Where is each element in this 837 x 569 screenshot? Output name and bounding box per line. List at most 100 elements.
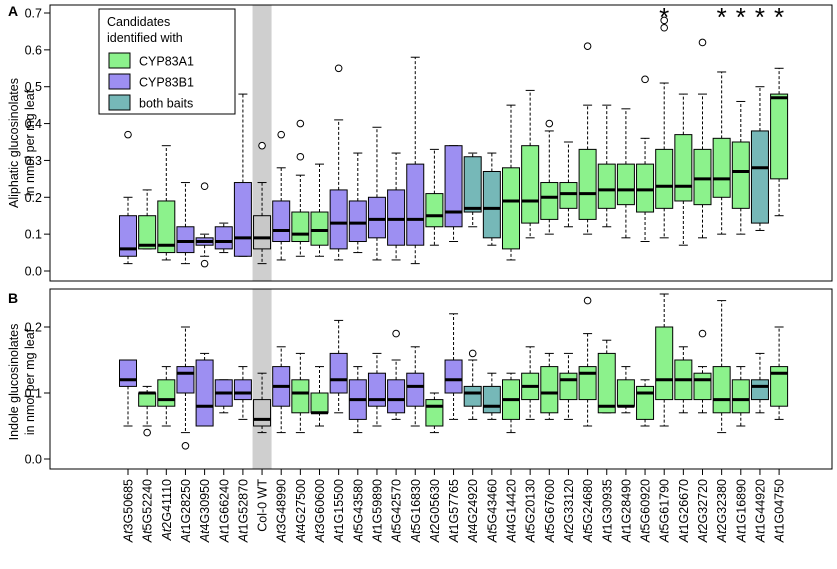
legend-items: CYP83A1 CYP83B1 both baits (108, 52, 194, 111)
y-tick-label: 0.0 (25, 265, 42, 279)
box-iqr (329, 352, 348, 394)
outlier-point (124, 130, 132, 139)
box-iqr (367, 196, 386, 239)
box-iqr (463, 156, 482, 213)
box-iqr (540, 366, 559, 414)
box-At5G42570 (387, 329, 406, 420)
panel-b-boxes (119, 293, 789, 450)
box-At5G16830 (406, 56, 425, 265)
box-iqr (387, 189, 406, 246)
outlier-point (258, 141, 266, 150)
box-At5G20130 (521, 346, 540, 420)
box-At5G61790 (655, 16, 674, 239)
significance-star: * (659, 2, 669, 32)
box-At1G04750 (770, 67, 789, 217)
box-At3G48990 (272, 130, 291, 261)
x-tick-label: At4G14420 (505, 479, 519, 543)
outlier-point (660, 23, 669, 32)
significance-star: * (774, 2, 784, 32)
panel-b-ylabel-line1: Indole glucosinolates (7, 324, 21, 441)
outlier-point (181, 442, 190, 450)
box-iqr (157, 200, 176, 254)
outlier-point (641, 75, 649, 84)
box-Col-0 WT (253, 372, 272, 434)
box-iqr (406, 372, 425, 407)
legend-swatch-both (108, 94, 131, 111)
outlier-point (296, 119, 305, 128)
box-iqr (425, 193, 444, 228)
x-tick-label: At5G24680 (581, 479, 595, 543)
box-At1G28250 (176, 182, 195, 265)
box-At5G43460 (482, 152, 501, 246)
x-tick-label: At3G60600 (313, 479, 327, 543)
x-tick-label: At2G33120 (562, 479, 576, 543)
x-tick-label: At1G59890 (370, 479, 384, 543)
box-iqr (425, 399, 444, 427)
box-At1G44920 (750, 86, 769, 231)
outlier-point (545, 119, 554, 128)
x-tick-label: At4G27500 (294, 479, 308, 543)
box-iqr (693, 148, 712, 206)
box-At1G28250 (176, 326, 195, 450)
box-iqr (502, 167, 520, 250)
box-At1G52870 (233, 366, 252, 420)
outlier-point (660, 16, 669, 25)
box-At5G43580 (348, 366, 367, 434)
box-At5G16830 (406, 346, 425, 427)
box-At1G16890 (731, 366, 750, 427)
x-tick-label: At5G67600 (543, 479, 557, 543)
panel-b-label: B (8, 290, 18, 306)
legend-title-line1: Candidates (107, 15, 170, 29)
box-iqr (253, 215, 272, 250)
box-iqr (367, 372, 386, 407)
box-At5G43580 (348, 152, 367, 254)
x-tick-label: At5G60920 (639, 479, 653, 543)
x-tick-label: At5G43580 (351, 479, 365, 543)
box-iqr (291, 211, 310, 243)
box-At5G43460 (482, 372, 501, 420)
box-iqr (693, 372, 712, 401)
x-tick-label: At4G30950 (198, 479, 212, 543)
box-iqr (559, 182, 578, 209)
significance-star: * (717, 2, 727, 32)
box-iqr (233, 379, 252, 401)
legend-title-line2: identified with (107, 31, 183, 45)
box-At5G60920 (636, 379, 655, 427)
x-tick-label: At2G41110 (160, 479, 174, 541)
box-At4G14420 (502, 372, 520, 434)
x-tick-label: At5G16830 (409, 479, 423, 543)
box-iqr (559, 372, 578, 401)
outlier-point (200, 182, 209, 191)
box-At5G24680 (578, 296, 597, 427)
box-iqr (712, 366, 731, 414)
box-At3G50685 (119, 359, 137, 427)
panel-a-y-axis: 0.0 0.1 0.2 0.3 0.4 0.5 0.6 0.7 (25, 7, 51, 279)
x-tick-label: At1G28490 (619, 479, 633, 543)
box-iqr (157, 379, 176, 407)
box-iqr (444, 359, 463, 394)
box-At1G52870 (233, 93, 252, 257)
x-tick-label: At3G48990 (275, 479, 289, 543)
y-tick-label: 0.0 (25, 453, 42, 467)
panel-a-ylabel-line1: Aliphatic glucosinolates (7, 78, 21, 208)
box-iqr (616, 379, 635, 407)
x-tick-label: At1G57765 (447, 479, 461, 543)
box-At5G61790 (655, 293, 674, 427)
box-iqr (444, 145, 463, 228)
y-tick-label: 0.2 (25, 321, 42, 335)
box-iqr (463, 385, 482, 407)
outlier-point (583, 296, 592, 305)
box-iqr (597, 163, 616, 209)
box-At1G57765 (444, 313, 463, 420)
panel-a-boxes (119, 16, 789, 268)
box-At4G27500 (291, 352, 310, 434)
box-At2G32720 (693, 329, 712, 414)
box-At5G52240 (138, 189, 157, 250)
box-At5G67600 (540, 352, 559, 420)
panel-a-label: A (8, 3, 18, 19)
box-iqr (291, 379, 310, 414)
legend-swatch-CYP83B1 (108, 73, 131, 90)
box-iqr (750, 130, 769, 224)
significance-star: * (755, 2, 765, 32)
